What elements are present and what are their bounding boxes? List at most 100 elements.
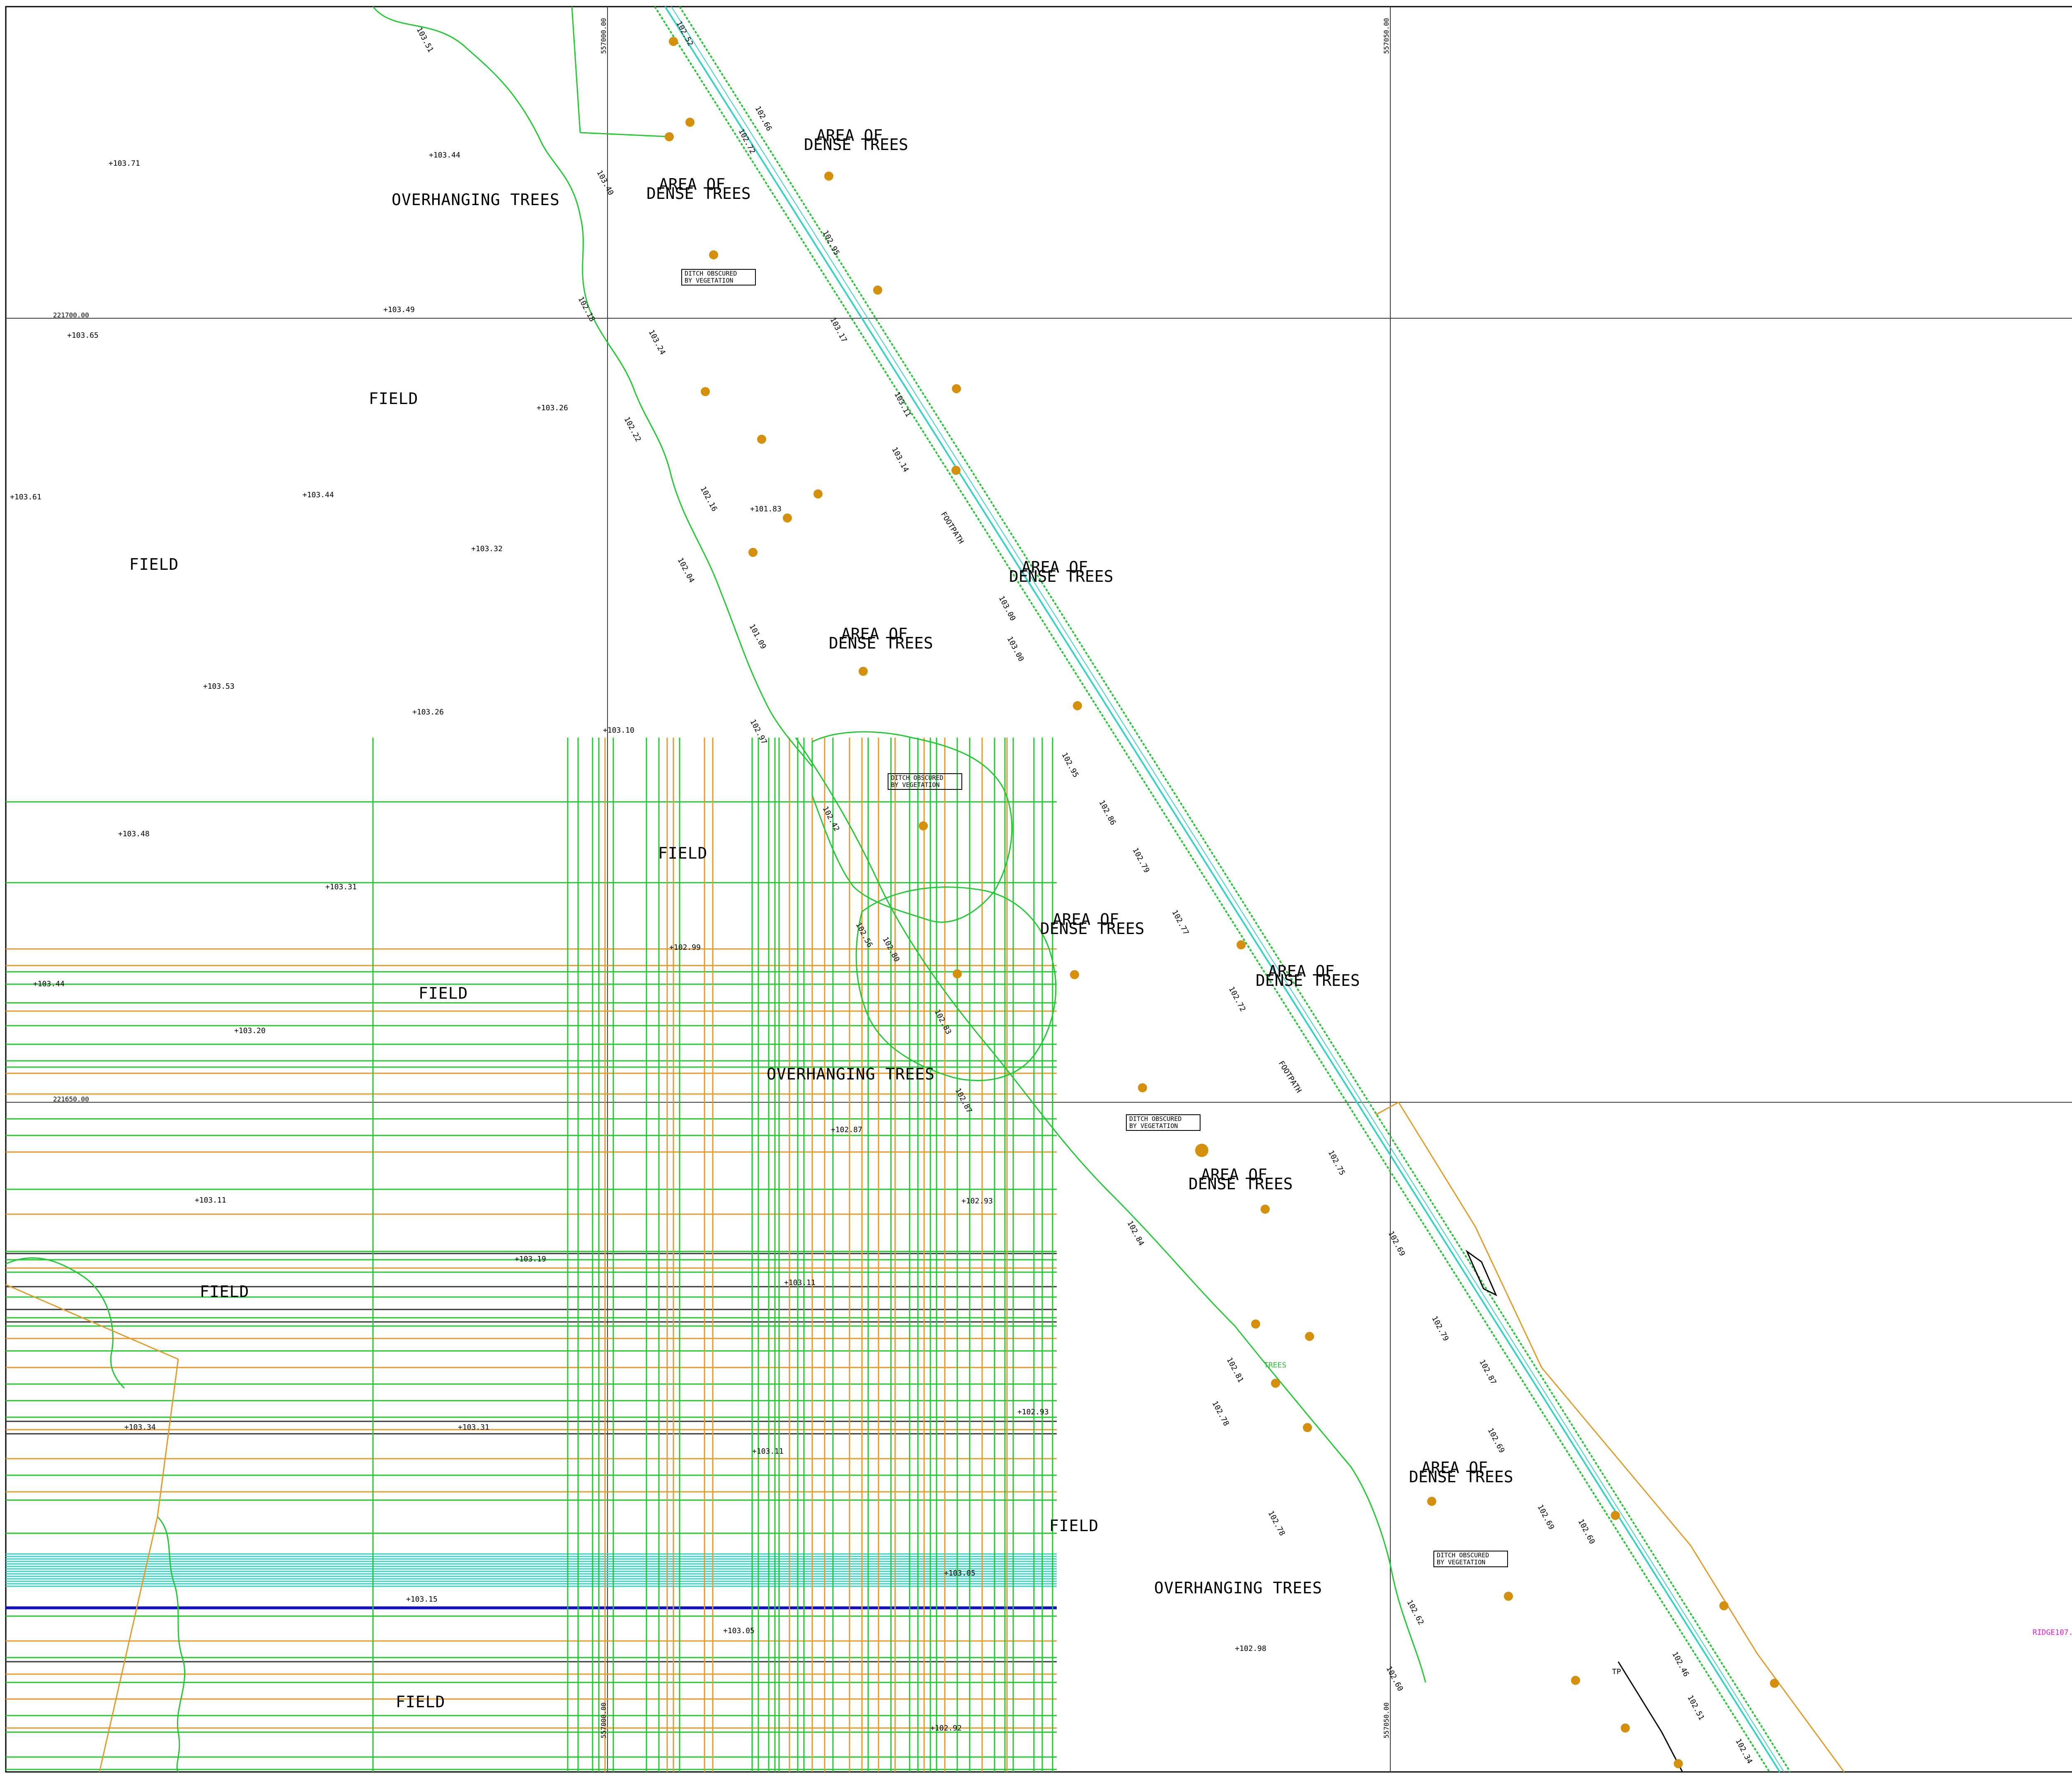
footpath-label-1: FOOTPATH	[939, 511, 966, 546]
tree-symbol	[1070, 970, 1079, 979]
spot-level: 103.14	[890, 445, 910, 473]
spot-level: +103.49	[383, 305, 415, 314]
tree-symbol	[665, 132, 674, 141]
ditch-4a: DITCH OBSCURED	[1437, 1551, 1489, 1559]
tree-cluster-outline-2	[855, 886, 1057, 1081]
label-field-2: FIELD	[129, 555, 179, 574]
spot-level: 102.87	[954, 1087, 974, 1114]
label-field-3: FIELD	[658, 844, 707, 862]
ditch-corridor	[654, 6, 1791, 1773]
hedge-scallop-bottom	[157, 1516, 186, 1772]
spot-level: 102.60	[1385, 1665, 1405, 1692]
dense-trees-5b: DENSE TREES	[1040, 920, 1145, 938]
spot-level: 102.16	[699, 485, 719, 513]
northing-left-2: 221650.00	[53, 1095, 89, 1103]
spot-level: 102.72	[1227, 985, 1247, 1013]
spot-level: 102.62	[1405, 1598, 1426, 1626]
spot-level: +102.99	[669, 943, 701, 952]
label-field-4: FIELD	[419, 984, 468, 1002]
label-field-7: FIELD	[396, 1693, 445, 1711]
tree-symbol	[1261, 1205, 1270, 1214]
spot-level: 102.60	[1576, 1517, 1597, 1545]
dense-trees-4a: AREA OF	[841, 625, 908, 643]
spot-level: 102.46	[1670, 1650, 1691, 1678]
tree-symbol	[1237, 940, 1246, 949]
field-hatching	[6, 738, 1057, 1772]
spot-level: 102.86	[1097, 799, 1118, 826]
spot-level: 103.00	[997, 594, 1017, 622]
dense-trees-8a: AREA OF	[1421, 1459, 1488, 1477]
tree-symbol	[1504, 1592, 1513, 1601]
hedge-scallop-left	[5, 1257, 125, 1389]
spot-level: +103.26	[537, 404, 568, 412]
spot-level: +103.11	[752, 1447, 784, 1456]
hedge-scallop-upper	[372, 6, 813, 767]
dense-trees-6b: DENSE TREES	[1256, 971, 1360, 990]
tree-symbol	[953, 969, 962, 978]
tree-symbol	[1195, 1144, 1208, 1157]
dense-trees-7a: AREA OF	[1201, 1166, 1267, 1184]
spot-level: +103.10	[603, 726, 634, 735]
spot-level: +103.44	[429, 151, 460, 160]
ditch-1b: BY VEGETATION	[685, 277, 733, 284]
tree-symbol	[1271, 1379, 1280, 1388]
spot-level: 102.66	[753, 104, 774, 132]
dense-trees-4b: DENSE TREES	[829, 634, 933, 652]
tree-symbol	[1073, 701, 1082, 710]
tree-symbol	[1611, 1511, 1620, 1520]
spot-level: +103.44	[33, 980, 65, 988]
fence-line	[5, 1101, 1845, 1772]
dense-trees-1a: AREA OF	[816, 126, 883, 145]
tree-symbol	[1427, 1497, 1436, 1506]
tree-symbol	[1305, 1332, 1314, 1341]
tree-symbol	[783, 513, 792, 523]
tree-symbol	[951, 466, 961, 475]
tree-symbol	[1303, 1423, 1312, 1432]
spot-level: +103.34	[124, 1423, 156, 1432]
spot-level: 102.95	[1060, 751, 1080, 779]
label-overhanging-trees-1: OVERHANGING TREES	[392, 191, 560, 209]
spot-level: 102.51	[1686, 1694, 1706, 1721]
spot-level: 102.79	[1430, 1314, 1450, 1342]
spot-level: +103.05	[723, 1626, 755, 1635]
hedge-scallop-mid	[795, 737, 1426, 1683]
tree-symbol	[919, 821, 928, 830]
spot-level: 102.42	[821, 805, 841, 833]
label-field-1: FIELD	[369, 390, 418, 408]
dense-trees-7b: DENSE TREES	[1188, 1175, 1293, 1193]
spot-level: 102.69	[1387, 1229, 1407, 1257]
northing-left-1: 221700.00	[53, 311, 89, 319]
tree-symbol	[873, 286, 882, 295]
spot-level: 102.79	[1131, 846, 1151, 874]
spot-level: +103.71	[109, 159, 140, 168]
dense-trees-2b: DENSE TREES	[646, 184, 751, 203]
spot-level: +103.65	[67, 331, 99, 340]
spot-level: 102.04	[676, 556, 696, 584]
tree-symbol	[701, 387, 710, 396]
spot-level: +102.93	[961, 1197, 993, 1205]
ditch-2a: DITCH OBSCURED	[891, 774, 943, 782]
ditch-3a: DITCH OBSCURED	[1129, 1115, 1181, 1123]
hedge-spot-levels: 103.51 103.40 102.18 103.24 102.22 102.16 102.…	[415, 26, 1426, 1692]
spot-level: +103.19	[515, 1255, 546, 1263]
tree-symbol	[669, 37, 678, 46]
tree-symbol	[757, 435, 766, 444]
spot-level: 102.95	[821, 229, 841, 257]
spot-level: +103.05	[944, 1569, 975, 1578]
tree-symbol	[1621, 1723, 1630, 1733]
map-border	[5, 6, 2072, 1773]
label-overhanging-trees-3: OVERHANGING TREES	[1154, 1579, 1322, 1597]
spot-level: 103.17	[828, 316, 849, 344]
spot-level: 102.83	[933, 1008, 953, 1036]
dense-trees-1b: DENSE TREES	[804, 136, 908, 154]
spot-level: +103.53	[203, 682, 235, 691]
tree-symbol	[709, 250, 718, 259]
dense-trees-5a: AREA OF	[1053, 910, 1119, 929]
spot-level: +103.48	[118, 830, 150, 838]
spot-level: 102.77	[1170, 908, 1191, 936]
dense-trees-labels: AREA OF DENSE TREES AREA OF DENSE TREES …	[646, 126, 1513, 1486]
grid-coordinate-labels: 221700.00 221700.00 221650.00 221650.00 …	[53, 18, 1390, 1738]
spot-level: 102.78	[1266, 1509, 1287, 1537]
label-overhanging-trees-2: OVERHANGING TREES	[767, 1065, 935, 1083]
